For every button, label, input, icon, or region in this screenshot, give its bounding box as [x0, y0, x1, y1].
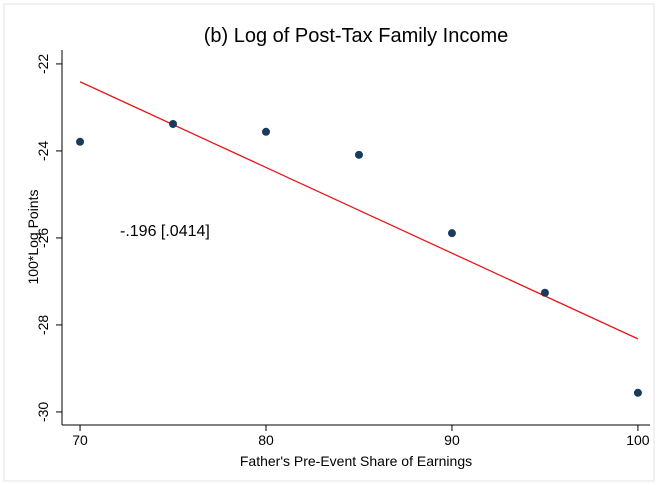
x-tick-label: 100 — [626, 432, 650, 448]
point — [169, 119, 178, 128]
x-tick-label: 70 — [72, 432, 88, 448]
x-axis-label: Father's Pre-Event Share of Earnings — [240, 453, 472, 469]
x-tick-label: 90 — [444, 432, 460, 448]
annotation: -.196 [.0414] — [120, 223, 210, 240]
point — [633, 388, 642, 397]
y-tick-label: -28 — [35, 315, 51, 335]
point — [447, 229, 456, 238]
chart-title: (b) Log of Post-Tax Family Income — [204, 25, 509, 47]
point — [540, 288, 549, 297]
y-tick-label: -26 — [35, 228, 51, 248]
graph-frame — [3, 3, 655, 482]
point — [261, 127, 270, 136]
point — [76, 137, 85, 146]
point — [354, 150, 363, 159]
y-tick-label: -22 — [35, 54, 51, 74]
x-tick-label: 80 — [258, 432, 274, 448]
y-tick-label: -24 — [35, 141, 51, 161]
y-tick-label: -30 — [35, 402, 51, 422]
y-axis-label: 100*Log Points — [25, 190, 41, 285]
